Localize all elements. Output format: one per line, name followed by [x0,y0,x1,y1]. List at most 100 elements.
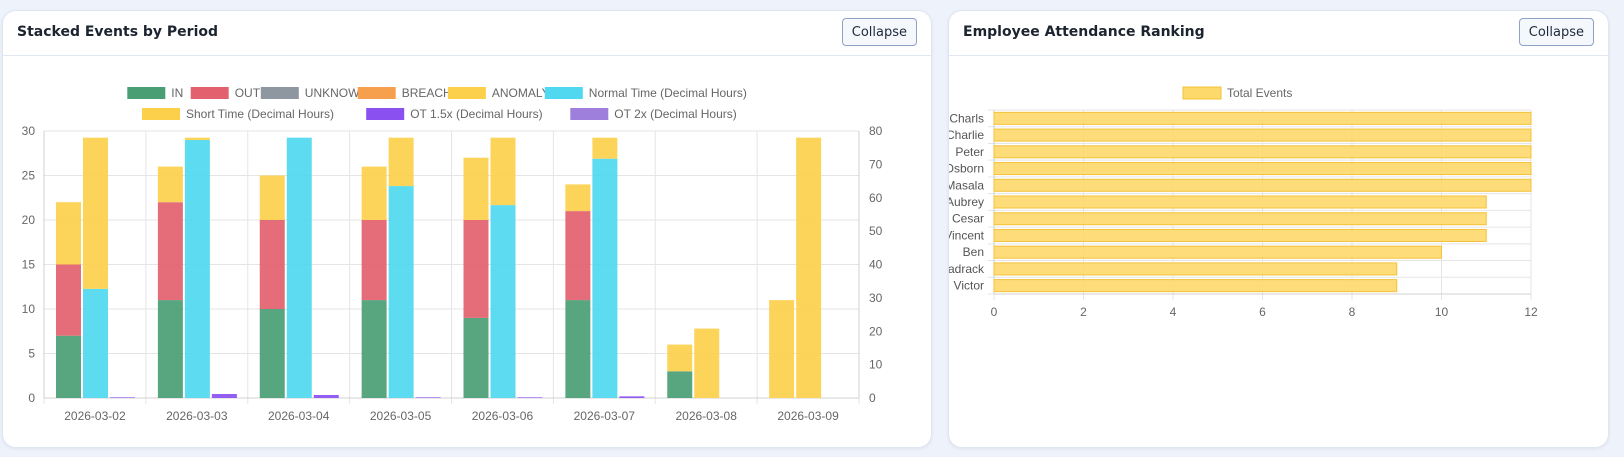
x-tick-label: 2026-03-05 [370,409,432,423]
legend-swatch-unknown [260,87,299,99]
hours-bar-short-time-decimal-hours[interactable] [184,137,210,141]
ranking-bar-victor[interactable] [993,279,1398,293]
legend-swatch-total-events [1182,86,1222,100]
x-tick-label: 10 [1435,305,1449,319]
employee-label: Vincent [949,228,985,242]
x-tick-label: 2026-03-02 [64,409,126,423]
event-bar-anomaly[interactable] [769,300,795,398]
hours-bar-normal-time-decimal-hours[interactable] [388,186,414,398]
event-bar-in[interactable] [259,309,285,398]
employee-label: Shadrack [949,262,985,276]
y-left-tick-label: 10 [22,302,36,316]
legend-item-short-time-decimal-hours[interactable]: Short Time (Decimal Hours) [142,107,334,121]
overtime-bar-ot-1-5x-decimal-hours[interactable] [211,393,237,398]
legend-item-breach[interactable]: BREACH [357,86,452,100]
y-left-tick-label: 20 [22,213,36,227]
legend-label-short-time-decimal-hours: Short Time (Decimal Hours) [186,107,334,121]
ranking-bar-vincent[interactable] [993,228,1487,242]
employee-label: Victor [954,279,984,293]
legend-swatch-short-time-decimal-hours [142,108,180,120]
collapse-button-attendance-ranking[interactable]: Collapse [1518,18,1594,46]
ranking-bar-peter[interactable] [993,145,1532,159]
x-tick-label: 2026-03-03 [166,409,228,423]
event-bar-in[interactable] [667,371,693,398]
x-tick-label: 2026-03-07 [574,409,636,423]
legend-label-ot-2x-decimal-hours: OT 2x (Decimal Hours) [614,107,736,121]
x-tick-label: 4 [1170,305,1177,319]
overtime-bar-ot-1-5x-decimal-hours[interactable] [313,394,339,398]
hours-bar-short-time-decimal-hours[interactable] [796,137,822,399]
hours-bar-normal-time-decimal-hours[interactable] [490,205,516,398]
ranking-bar-ben[interactable] [993,245,1442,259]
hours-bar-short-time-decimal-hours[interactable] [694,328,720,398]
y-right-tick-label: 10 [869,358,883,372]
legend-swatch-normal-time-decimal-hours [544,87,583,99]
hours-bar-short-time-decimal-hours[interactable] [388,137,414,187]
stacked-events-chart: IN OUT UNKNOWN BREACH ANOMALY Normal Time (De… [22,86,883,423]
ranking-bar-masala[interactable] [993,178,1532,192]
event-bar-out[interactable] [157,202,183,301]
hours-bar-short-time-decimal-hours[interactable] [83,137,108,289]
x-tick-label: 0 [991,305,998,319]
legend-item-normal-time-decimal-hours[interactable]: Normal Time (Decimal Hours) [544,86,747,100]
hours-bar-normal-time-decimal-hours[interactable] [184,140,210,398]
legend-item-out[interactable]: OUT [190,86,261,100]
hours-bar-short-time-decimal-hours[interactable] [490,137,516,206]
legend-item-anomaly[interactable]: ANOMALY [447,86,550,100]
employee-label: Osborn [949,162,984,176]
event-bar-in[interactable] [463,317,489,398]
event-bar-out[interactable] [259,220,285,309]
legend-swatch-in [127,87,166,99]
attendance-ranking-header: Employee Attendance Ranking Collapse [949,11,1608,56]
legend-item-unknown[interactable]: UNKNOWN [260,86,368,100]
y-right-tick-label: 20 [869,324,883,338]
event-bar-in[interactable] [56,335,81,398]
stacked-events-header: Stacked Events by Period Collapse [3,11,931,56]
x-tick-label: 12 [1524,305,1538,319]
event-bar-in[interactable] [361,300,387,398]
y-right-tick-label: 70 [869,157,883,171]
hours-bar-normal-time-decimal-hours[interactable] [592,158,618,398]
legend-label-in: IN [171,86,183,100]
event-bar-in[interactable] [157,300,183,398]
event-bar-anomaly[interactable] [463,157,489,220]
ranking-bar-charlie[interactable] [993,128,1532,142]
overtime-bar-ot-1-5x-decimal-hours[interactable] [619,396,645,398]
collapse-button-stacked-events[interactable]: Collapse [841,18,917,46]
x-tick-label: 2026-03-09 [777,409,839,423]
event-bar-anomaly[interactable] [361,166,387,220]
y-right-tick-label: 30 [869,291,883,305]
event-bar-out[interactable] [56,264,81,336]
ranking-bar-charls[interactable] [993,111,1532,125]
legend-label-unknown: UNKNOWN [305,86,368,100]
event-bar-anomaly[interactable] [667,344,693,372]
event-bar-out[interactable] [463,220,489,318]
legend-item-ot-2x-decimal-hours[interactable]: OT 2x (Decimal Hours) [570,107,737,121]
hours-bar-short-time-decimal-hours[interactable] [592,137,618,159]
legend-label-total-events: Total Events [1227,86,1292,100]
event-bar-out[interactable] [565,211,591,301]
event-bar-anomaly[interactable] [259,175,285,221]
hours-bar-normal-time-decimal-hours[interactable] [286,137,312,399]
overtime-bar-ot-1-5x-decimal-hours[interactable] [415,397,441,398]
legend-item-ot-1-5x-decimal-hours[interactable]: OT 1.5x (Decimal Hours) [366,107,543,121]
ranking-bar-aubrey[interactable] [993,195,1487,209]
x-tick-label: 6 [1259,305,1266,319]
overtime-bar-ot-1-5x-decimal-hours[interactable] [110,397,135,398]
employee-label: Charlie [949,128,984,142]
legend-item-in[interactable]: IN [127,86,183,100]
event-bar-anomaly[interactable] [157,166,183,203]
employee-label: Cesar [952,212,984,226]
event-bar-in[interactable] [565,300,591,398]
event-bar-out[interactable] [361,220,387,301]
event-bar-anomaly[interactable] [56,202,81,265]
attendance-ranking-title: Employee Attendance Ranking [963,24,1205,40]
ranking-bar-cesar[interactable] [993,212,1487,226]
event-bar-anomaly[interactable] [565,184,591,212]
legend-swatch-ot-1-5x-decimal-hours [366,108,405,120]
overtime-bar-ot-1-5x-decimal-hours[interactable] [517,397,543,398]
ranking-bar-shadrack[interactable] [993,262,1398,276]
hours-bar-normal-time-decimal-hours[interactable] [83,288,108,398]
ranking-bar-osborn[interactable] [993,162,1532,176]
legend-item-total-events[interactable]: Total Events [1182,86,1292,100]
